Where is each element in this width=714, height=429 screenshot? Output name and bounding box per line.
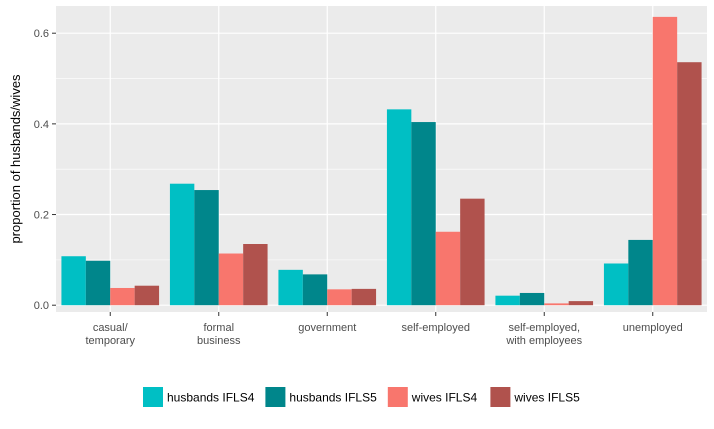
bar [519, 292, 545, 306]
legend-label: husbands IFLS5 [289, 391, 377, 405]
bar [327, 289, 352, 306]
bar [243, 244, 268, 306]
bar [544, 303, 569, 306]
x-tick-label-line: temporary [85, 335, 135, 347]
x-tick-label-line: unemployed [623, 322, 683, 334]
bar [169, 183, 195, 306]
legend: husbands IFLS4 husbands IFLS5 wives IFLS4 w… [143, 387, 580, 407]
y-tick-label: 0.6 [34, 28, 49, 40]
x-tick-label: formal business [197, 322, 241, 347]
y-tick-label: 0.0 [34, 300, 49, 312]
bar [61, 256, 86, 306]
x-tick-label-line: self-employed, [508, 322, 580, 334]
x-tick-label-line: business [197, 335, 241, 347]
x-tick-label: government [298, 322, 356, 334]
legend-label: husbands IFLS4 [167, 391, 255, 405]
legend-key [490, 387, 511, 407]
bar [568, 301, 594, 306]
bar [495, 295, 520, 306]
bars [61, 16, 702, 306]
x-tick-label-line: with employees [505, 335, 582, 347]
bar [677, 62, 702, 306]
x-tick-label: self-employed [402, 322, 470, 334]
bar [652, 16, 678, 306]
x-tick-label-line: casual/ [93, 322, 129, 334]
x-tick-label: casual/temporary [85, 322, 135, 347]
bar [85, 260, 111, 306]
x-tick-label-line: government [298, 322, 356, 334]
bar [411, 122, 436, 306]
bar [460, 198, 485, 306]
y-tick-label: 0.2 [34, 210, 49, 222]
x-tick-label-line: self-employed [402, 322, 470, 334]
bar [435, 231, 461, 306]
bar [134, 285, 160, 306]
bar [603, 263, 629, 306]
x-tick-label-line: formal [203, 322, 234, 334]
plot-panel [56, 6, 707, 312]
bar [218, 253, 244, 306]
legend-key [265, 387, 286, 407]
legend-key [387, 387, 408, 407]
x-axis: casual/temporary formal business government… [85, 312, 683, 347]
bar [302, 274, 328, 306]
legend-key [143, 387, 163, 407]
y-tick-label: 0.4 [34, 119, 49, 131]
legend-label: wives IFLS4 [411, 391, 478, 405]
bar [110, 287, 135, 306]
bar [194, 190, 219, 306]
legend-label: wives IFLS5 [513, 391, 580, 405]
bar [278, 269, 303, 306]
x-tick-label: self-employed, with employees [505, 322, 582, 347]
x-tick-label: unemployed [623, 322, 683, 334]
bar [628, 239, 653, 306]
y-axis: 0.0 0.2 0.4 0.6 [34, 28, 56, 312]
y-axis-title: proportion of husbands/wives [8, 74, 23, 244]
bar [386, 109, 412, 306]
bar [351, 288, 377, 306]
